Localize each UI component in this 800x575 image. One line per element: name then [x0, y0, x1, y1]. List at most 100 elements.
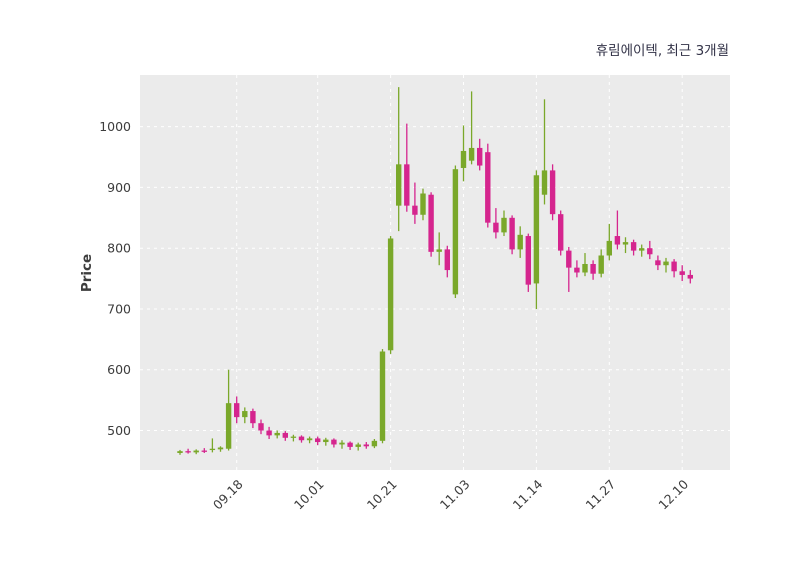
candle [339, 440, 345, 449]
candle-body [622, 242, 629, 245]
candle [266, 426, 272, 440]
candles-layer [177, 87, 693, 455]
candle [598, 249, 604, 278]
candle [347, 441, 353, 450]
candle-body [331, 439, 337, 445]
candle-body [679, 271, 685, 275]
candle-body [647, 248, 653, 255]
candle-body [290, 436, 297, 438]
candle-body [574, 267, 580, 273]
candle-body [630, 242, 637, 251]
candle-body [452, 169, 459, 295]
candle-body [412, 205, 418, 215]
candle [574, 260, 580, 278]
candle [566, 246, 572, 292]
candle [242, 407, 248, 424]
candle-body [306, 438, 313, 441]
y-tick-label: 500 [107, 423, 131, 438]
candle-body [509, 217, 515, 250]
candle-body [549, 170, 556, 215]
candle [639, 244, 645, 257]
candle-body [525, 236, 531, 285]
candle [501, 210, 507, 237]
candle [687, 270, 693, 284]
candle [371, 439, 378, 449]
candle [387, 236, 394, 354]
x-tick-label: 10.01 [291, 477, 327, 513]
candle-body [558, 214, 564, 251]
candle [468, 91, 475, 165]
candle-body [323, 439, 329, 443]
candle-body [339, 442, 345, 445]
candle-body [193, 450, 199, 453]
candle-body [582, 263, 588, 273]
candle-body [266, 430, 272, 436]
candle [671, 259, 677, 278]
x-tick-label: 11.27 [583, 477, 619, 513]
candle-body [517, 234, 523, 250]
candle [452, 165, 459, 299]
candle [582, 253, 588, 277]
candle [412, 182, 418, 224]
chart-title: 휴림에이텍, 최근 3개월 [596, 43, 729, 59]
candle [533, 170, 540, 309]
candle-body [355, 444, 361, 447]
y-tick-label: 900 [107, 180, 131, 195]
y-axis-label: Price [79, 254, 95, 292]
candle [396, 87, 402, 232]
x-axis-tick-labels: 09.18 10.01 10.21 11.03 11.14 11.27 12.10 [210, 476, 691, 512]
candle-body [606, 240, 612, 256]
candle [201, 448, 207, 453]
candle [290, 434, 297, 442]
candle [363, 442, 369, 449]
candle [420, 188, 426, 221]
candle-body [477, 147, 483, 166]
candle [622, 237, 629, 254]
candle [234, 396, 240, 424]
candle [590, 260, 596, 280]
candle [306, 436, 313, 444]
candle-body [687, 274, 693, 279]
candle-body [428, 194, 434, 252]
candle [663, 257, 669, 273]
candle-body [663, 261, 669, 266]
candle-body [671, 261, 677, 272]
candle [258, 419, 264, 435]
candle-body [566, 250, 572, 268]
candle-body [371, 440, 378, 447]
candle [379, 349, 386, 444]
candle [428, 192, 434, 257]
candle [558, 210, 564, 256]
candle-body [242, 411, 248, 418]
candle-body [436, 249, 442, 252]
candle-body [201, 450, 207, 452]
x-tick-label: 10.21 [364, 477, 400, 513]
candle [655, 255, 661, 271]
candle-body [234, 403, 240, 418]
y-tick-label: 1000 [99, 119, 131, 134]
candle-body [639, 248, 645, 251]
candle [298, 435, 305, 443]
candle-body [217, 447, 224, 450]
candle [525, 233, 531, 292]
candle-body [468, 147, 475, 161]
candle [509, 215, 515, 255]
candle [355, 442, 361, 451]
candle-body [614, 236, 621, 245]
candle [250, 408, 256, 429]
candle-body [225, 403, 232, 449]
candle [630, 239, 637, 256]
candle [614, 210, 621, 250]
candle [436, 232, 442, 266]
candle-body [379, 351, 386, 441]
candle [315, 436, 321, 446]
candle-body [493, 222, 499, 233]
candle [282, 431, 288, 441]
candle-body [250, 411, 256, 424]
candle [444, 245, 450, 278]
y-tick-label: 700 [107, 301, 131, 316]
candle-body [209, 448, 216, 451]
x-tick-label: 11.14 [510, 476, 546, 512]
